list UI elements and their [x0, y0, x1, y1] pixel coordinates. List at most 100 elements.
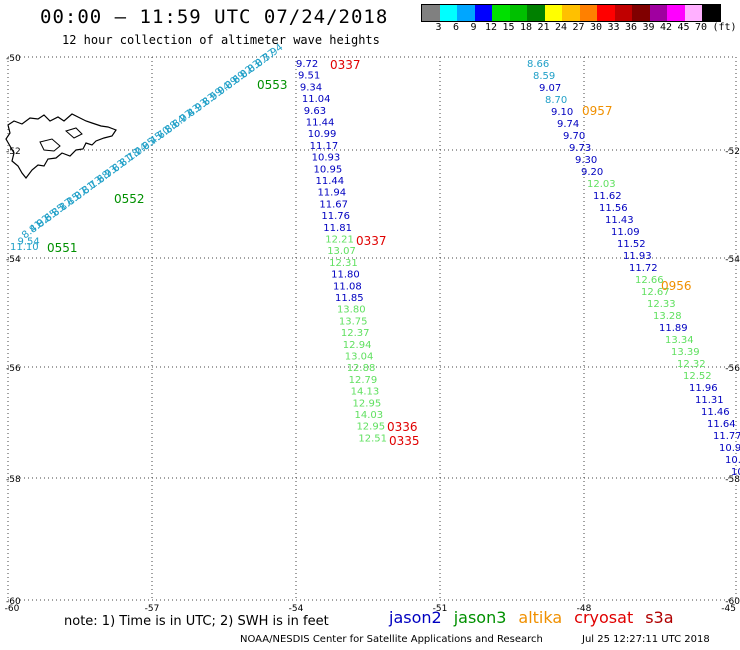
lon-label: -60	[5, 604, 20, 614]
pass-time-label: 0335	[389, 434, 420, 448]
map-title: 00:00 – 11:59 UTC 07/24/2018	[40, 6, 389, 28]
swh-value: 11.76	[321, 211, 350, 222]
swh-value: 10.93	[312, 153, 341, 164]
swh-value: 11.46	[701, 407, 730, 418]
swh-value: 9.34	[300, 82, 322, 93]
satellite-key-jason3: jason3	[453, 608, 507, 627]
swh-value: 9.30	[575, 155, 597, 166]
swh-value: 12.37	[341, 328, 370, 339]
swh-value: 9.51	[298, 71, 320, 82]
swh-value: 12.51	[358, 433, 387, 444]
color-scale-labels: 3 6 9 12 15 18 21 24 27 30 33 36 39 42 45 70 (ft)	[421, 22, 740, 34]
swh-value: 11.43	[605, 215, 634, 226]
satellite-key-jason2: jason2	[389, 608, 442, 627]
lat-label: -50	[6, 54, 21, 64]
legend-label: 27	[572, 22, 585, 33]
swh-value: 12.88	[347, 363, 376, 374]
swh-value: 9.63	[304, 106, 326, 117]
swh-value: 11.56	[599, 203, 628, 214]
pass-time-label: 0957	[582, 104, 613, 118]
legend-label: 30	[589, 22, 603, 33]
swh-value: 13.75	[339, 316, 368, 327]
swh-value: 11.89	[659, 323, 688, 334]
legend-label: 39	[642, 22, 655, 33]
legend-label: 12	[484, 22, 498, 33]
swh-value: 11.81	[323, 223, 352, 234]
legend-swatch	[509, 5, 527, 21]
satellite-key-altika: altika	[518, 608, 563, 627]
swh-value: 11.09	[611, 227, 640, 238]
pass-time-label: 0551	[47, 241, 78, 255]
legend-label: (ft)	[712, 22, 737, 33]
pass-time-label: 0956	[661, 279, 692, 293]
swh-value: 11.52	[617, 239, 646, 250]
swh-value: 12.52	[683, 371, 712, 382]
lon-label: -57	[145, 604, 160, 614]
legend-swatch	[474, 5, 492, 21]
legend-label: 3	[435, 22, 442, 33]
swh-value: 13.07	[327, 246, 356, 257]
units-note: note: 1) Time is in UTC; 2) SWH is in fe…	[64, 614, 329, 629]
swh-value: 13.04	[345, 352, 374, 363]
legend-label: 15	[502, 22, 515, 33]
legend-label: 9	[470, 22, 477, 33]
lat-label-right: -52	[725, 147, 740, 157]
swh-value: 11.31	[695, 395, 724, 406]
generated-timestamp: Jul 25 12:27:11 UTC 2018	[582, 634, 710, 645]
swh-value: 11.80	[331, 270, 360, 281]
pass-time-label: 0337	[330, 58, 361, 72]
swh-value: 14.03	[355, 410, 384, 421]
lon-label: -45	[721, 604, 736, 614]
swh-value: 11.44	[316, 176, 345, 187]
lat-label-right: -54	[725, 255, 740, 265]
swh-value: 10.95	[314, 164, 343, 175]
legend-label: 33	[607, 22, 620, 33]
swh-value: 11.62	[593, 191, 622, 202]
lat-label: -52	[6, 147, 21, 157]
legend-swatch	[632, 5, 650, 21]
swh-value: 12.21	[325, 235, 354, 246]
pass-time-label: 0552	[114, 192, 145, 206]
map-grid	[7, 56, 737, 601]
swh-value: 12.66	[635, 275, 664, 286]
pass-time-label: 0553	[257, 78, 288, 92]
swh-value: 13.28	[653, 311, 682, 322]
legend-swatch	[597, 5, 615, 21]
swh-value: 12.67	[641, 287, 670, 298]
legend-swatch	[579, 5, 597, 21]
swh-value: 12.95	[353, 398, 382, 409]
legend-swatch	[544, 5, 562, 21]
swh-value: 12.33	[647, 299, 676, 310]
swh-value: 14.13	[351, 387, 380, 398]
swh-value: 11.17	[310, 141, 339, 152]
satellite-key: jason2 jason3 altika cryosat s3a	[389, 608, 686, 627]
axis-labels: -50-52-54-56-58-60-60 -57 -54 -51 -48 -45-52-…	[5, 54, 740, 614]
lat-label-right: -60	[725, 597, 740, 607]
swh-value: 12.94	[343, 340, 372, 351]
legend-label: 6	[452, 22, 460, 33]
satellite-key-s3a: s3a	[645, 608, 674, 627]
swh-value: 11.64	[707, 419, 736, 430]
legend-swatch	[527, 5, 545, 21]
swh-value: 12.95	[356, 422, 385, 433]
legend-label: 70	[694, 22, 708, 33]
swh-value: 11.67	[319, 199, 348, 210]
legend-swatch	[649, 5, 667, 21]
lat-label: -58	[6, 475, 21, 485]
swh-value: 9.72	[296, 59, 318, 70]
swh-value: 9.07	[539, 83, 561, 94]
satellite-key-cryosat: cryosat	[574, 608, 634, 627]
lon-label: -48	[577, 604, 592, 614]
swh-value: 11.72	[629, 263, 658, 274]
swh-value: 10.	[725, 455, 740, 466]
legend-swatch	[562, 5, 580, 21]
swh-value: 8.70	[545, 95, 567, 106]
legend-swatch	[457, 5, 475, 21]
legend-label: 18	[519, 22, 533, 33]
legend-label: 45	[677, 22, 690, 33]
swh-value: 10.9	[719, 443, 740, 454]
swh-value: 10.99	[308, 129, 337, 140]
swh-value: 9.70	[563, 131, 585, 142]
swh-value: 12.03	[587, 179, 616, 190]
